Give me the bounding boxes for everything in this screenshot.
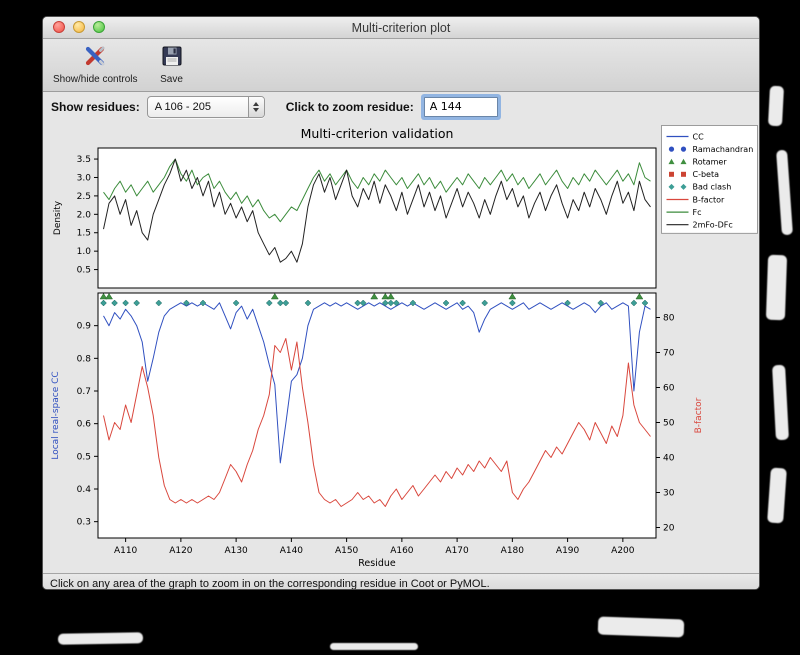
noise-artifact xyxy=(597,616,685,638)
close-button[interactable] xyxy=(53,21,65,33)
title-bar[interactable]: Multi-criterion plot xyxy=(43,17,759,39)
residue-range-value: A 106 - 205 xyxy=(154,100,211,113)
show-hide-controls-button[interactable]: Show/hide controls xyxy=(49,43,142,86)
svg-text:30: 30 xyxy=(663,489,675,499)
noise-artifact xyxy=(767,85,785,127)
svg-text:A120: A120 xyxy=(169,546,193,556)
step-down-icon xyxy=(253,107,260,112)
svg-text:A160: A160 xyxy=(390,546,414,556)
svg-text:50: 50 xyxy=(663,419,675,429)
svg-text:Bad clash: Bad clash xyxy=(693,183,732,192)
svg-text:80: 80 xyxy=(663,314,675,324)
save-label: Save xyxy=(160,74,183,85)
svg-text:3.5: 3.5 xyxy=(77,155,91,165)
noise-artifact xyxy=(330,643,418,650)
show-residues-label: Show residues: xyxy=(51,99,140,114)
svg-text:A150: A150 xyxy=(335,546,359,556)
svg-text:CC: CC xyxy=(693,132,705,141)
step-up-icon xyxy=(253,101,260,106)
multi-criterion-plot-window: Multi-criterion plot Show/hide controls xyxy=(42,16,760,590)
tools-icon xyxy=(82,44,108,73)
noise-artifact xyxy=(765,254,788,321)
svg-text:2.5: 2.5 xyxy=(77,192,91,202)
window-title: Multi-criterion plot xyxy=(351,20,451,35)
svg-text:C-beta: C-beta xyxy=(693,170,720,179)
svg-text:20: 20 xyxy=(663,524,675,534)
svg-text:0.8: 0.8 xyxy=(77,354,92,364)
svg-text:0.4: 0.4 xyxy=(77,485,92,495)
status-text: Click on any area of the graph to zoom i… xyxy=(50,578,490,590)
svg-text:B-factor: B-factor xyxy=(693,195,726,204)
zoom-button[interactable] xyxy=(93,21,105,33)
svg-text:Rotamer: Rotamer xyxy=(693,158,728,167)
svg-text:60: 60 xyxy=(663,384,675,394)
svg-text:A110: A110 xyxy=(114,546,138,556)
noise-artifact xyxy=(776,149,793,236)
residue-range-select[interactable]: A 106 - 205 xyxy=(146,95,265,118)
noise-artifact xyxy=(57,632,144,645)
svg-text:Local real-space CC: Local real-space CC xyxy=(51,371,61,459)
svg-text:A180: A180 xyxy=(501,546,525,556)
svg-text:Fc: Fc xyxy=(693,208,702,217)
svg-text:1.0: 1.0 xyxy=(77,247,92,257)
noise-artifact xyxy=(767,467,787,524)
window-controls xyxy=(53,21,105,33)
svg-text:A130: A130 xyxy=(224,546,248,556)
svg-text:0.6: 0.6 xyxy=(77,420,92,430)
svg-text:B-factor: B-factor xyxy=(694,397,704,433)
svg-text:Residue: Residue xyxy=(358,558,396,569)
svg-text:Ramachandran: Ramachandran xyxy=(693,145,754,154)
save-button[interactable]: Save xyxy=(156,43,188,86)
svg-text:1.5: 1.5 xyxy=(77,229,91,239)
svg-text:A200: A200 xyxy=(611,546,635,556)
status-bar: Click on any area of the graph to zoom i… xyxy=(43,573,759,590)
zoom-residue-label: Click to zoom residue: xyxy=(285,99,414,114)
figure-area: Multi-criterion validation 0.5 1.0 1.5 2.0 2.… xyxy=(43,121,759,573)
svg-text:2mFo-DFc: 2mFo-DFc xyxy=(693,221,733,230)
stepper-icon[interactable] xyxy=(247,96,264,117)
noise-artifact xyxy=(772,364,789,441)
show-hide-controls-label: Show/hide controls xyxy=(53,74,138,85)
svg-text:70: 70 xyxy=(663,349,675,359)
toolbar: Show/hide controls Save xyxy=(43,39,759,92)
save-floppy-icon xyxy=(160,44,184,73)
svg-text:2.0: 2.0 xyxy=(77,210,92,220)
svg-text:40: 40 xyxy=(663,454,675,464)
figure-svg[interactable]: Multi-criterion validation 0.5 1.0 1.5 2.0 2.… xyxy=(43,121,759,573)
svg-text:Density: Density xyxy=(53,200,63,235)
svg-text:0.7: 0.7 xyxy=(77,387,91,397)
svg-text:A170: A170 xyxy=(445,546,469,556)
svg-text:Multi-criterion validation: Multi-criterion validation xyxy=(301,126,454,141)
svg-text:3.0: 3.0 xyxy=(77,173,92,183)
minimize-button[interactable] xyxy=(73,21,85,33)
zoom-residue-input[interactable] xyxy=(423,96,498,117)
svg-text:0.3: 0.3 xyxy=(77,518,91,528)
controls-row: Show residues: A 106 - 205 Click to zoom… xyxy=(43,92,759,121)
svg-text:0.5: 0.5 xyxy=(77,452,91,462)
svg-text:A140: A140 xyxy=(280,546,304,556)
svg-text:A190: A190 xyxy=(556,546,580,556)
svg-text:0.9: 0.9 xyxy=(77,322,92,332)
svg-text:0.5: 0.5 xyxy=(77,266,91,276)
